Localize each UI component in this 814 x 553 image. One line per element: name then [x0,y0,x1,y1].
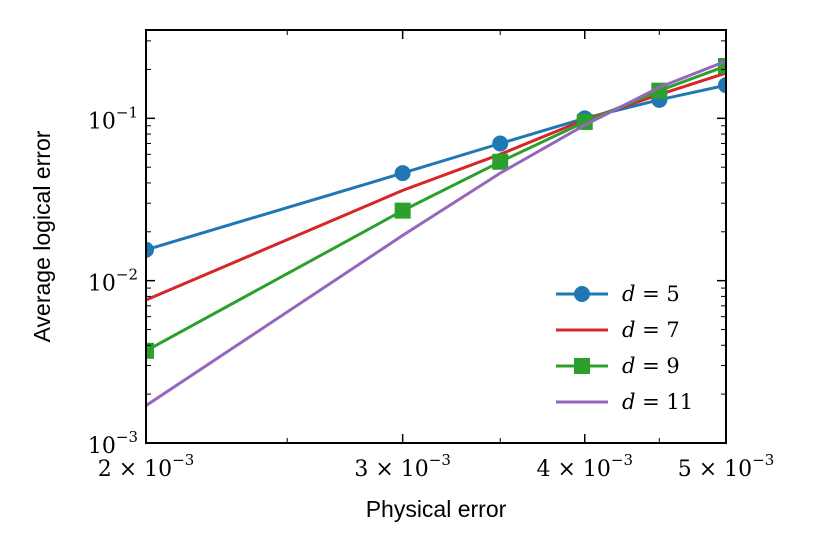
data-point [146,241,154,258]
x-tick-label: 4 × 10−3 [536,451,633,482]
data-point [492,153,509,170]
y-axis-label: Average logical error [29,130,55,342]
series-line [146,83,726,252]
legend-item: d = 11 [556,390,693,414]
x-axis-label: Physical error [366,496,507,522]
y-tick-label: 10−2 [88,266,138,297]
data-point [394,165,411,182]
data-point [718,77,726,94]
series-line [146,71,726,302]
data-point [146,342,154,359]
legend-item: d = 9 [556,354,680,378]
series-2 [146,71,726,302]
data-point [718,58,726,75]
y-tick-label: 10−1 [88,103,138,134]
legend-label: d = 5 [622,282,680,306]
series-line [146,59,726,407]
x-tick-label: 5 × 10−3 [678,451,775,482]
legend-marker [574,358,590,374]
legend-label: d = 7 [622,318,680,342]
plot-frame [145,29,727,444]
series-4 [146,59,726,407]
legend: d = 5 d = 7 d = 9 d = 11 [556,282,693,414]
y-tick-label: 10−3 [88,428,138,459]
series-line [146,64,726,353]
legend-item: d = 5 [556,282,680,306]
series-1 [146,77,726,258]
legend-item: d = 7 [556,318,680,342]
data-point [492,135,509,152]
legend-marker [574,286,590,302]
legend-label: d = 9 [622,354,680,378]
data-point [394,202,411,219]
x-tick-label: 3 × 10−3 [354,451,451,482]
legend-label: d = 11 [622,390,693,414]
x-tick-label: 2 × 10−3 [98,451,195,482]
